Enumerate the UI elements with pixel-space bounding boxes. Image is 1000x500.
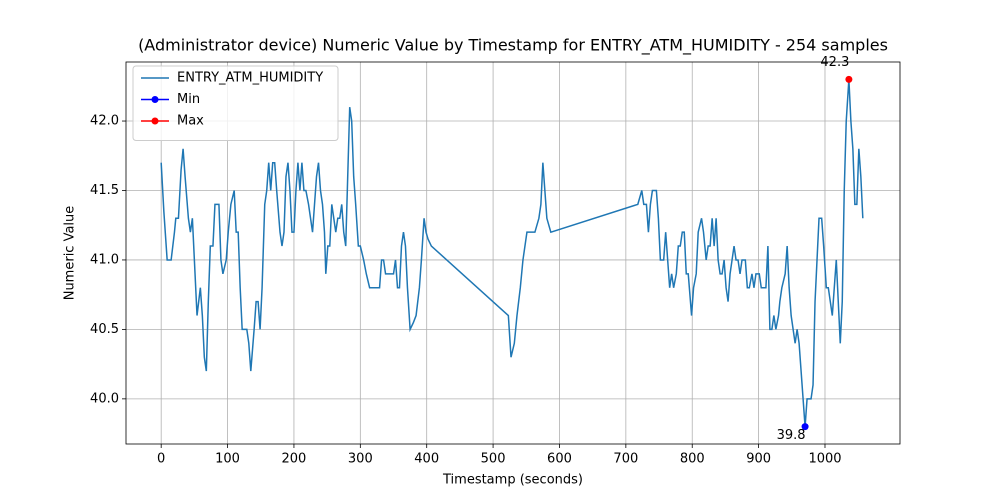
marker-point (845, 75, 853, 83)
y-tick-label: 40.0 (90, 391, 119, 406)
legend-marker (151, 117, 159, 125)
x-tick-label: 300 (348, 452, 373, 467)
x-tick-label: 800 (680, 452, 705, 467)
y-tick-label: 40.5 (90, 322, 119, 337)
marker-point (801, 423, 809, 431)
x-tick-label: 600 (547, 452, 572, 467)
legend-box (132, 65, 339, 141)
x-tick-label: 200 (282, 452, 307, 467)
x-tick-label: 400 (414, 452, 439, 467)
legend-label: Max (177, 114, 204, 129)
x-tick-label: 500 (481, 452, 506, 467)
legend-marker (151, 96, 159, 103)
plot-frame (125, 61, 901, 445)
x-axis-label: Timestamp (seconds) (442, 473, 583, 488)
y-tick-label: 41.0 (90, 252, 119, 267)
x-tick-label: 1000 (808, 452, 841, 467)
legend-label: ENTRY_ATM_HUMIDITY (177, 71, 323, 86)
x-tick-label: 900 (746, 452, 771, 467)
data-label: 39.8 (777, 428, 806, 443)
data-line (160, 79, 864, 427)
y-tick-label: 41.5 (90, 183, 119, 198)
x-tick-label: 0 (157, 452, 165, 467)
x-tick-label: 100 (215, 452, 240, 467)
x-tick-label: 700 (613, 452, 638, 467)
y-axis-label: Numeric Value (63, 206, 78, 301)
chart-title: (Administrator device) Numeric Value by … (138, 36, 888, 56)
legend-label: Min (177, 92, 200, 107)
y-tick-label: 42.0 (90, 114, 119, 129)
